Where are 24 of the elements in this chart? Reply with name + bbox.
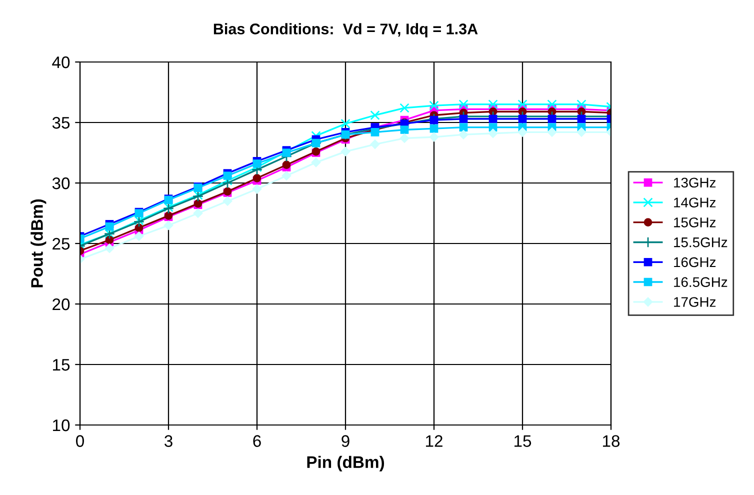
y-tick-label: 10: [53, 419, 70, 432]
legend-label: 16GHz: [674, 257, 716, 268]
y-tick-label: 25: [52, 238, 70, 250]
x-tick-label: 0: [76, 435, 84, 447]
x-tick-label: 9: [342, 435, 350, 447]
x-tick-label: 3: [164, 435, 172, 447]
x-tick-label: 12: [426, 435, 442, 447]
x-axis-title: Pin (dBm): [307, 456, 384, 472]
x-tick-label: 6: [253, 435, 261, 447]
legend-label: 13GHz: [674, 178, 716, 188]
legend-label: 14GHz: [674, 198, 716, 208]
legend-label: 16.5GHz: [674, 277, 728, 288]
y-tick-label: 30: [52, 177, 70, 190]
y-tick-label: 20: [52, 298, 70, 310]
y-tick-label: 15: [53, 359, 70, 371]
y-tick-label: 35: [52, 116, 70, 129]
chart-title: Bias Conditions: Vd = 7V, Idq = 1.3A: [214, 23, 478, 38]
y-tick-label: 40: [52, 56, 70, 68]
x-tick-label: 15: [514, 435, 532, 447]
legend-label: 15.5GHz: [674, 237, 728, 248]
x-tick-label: 18: [603, 435, 620, 447]
legend-label: 15GHz: [674, 218, 716, 228]
y-axis-title: Pout (dBm): [30, 199, 46, 288]
legend-label: 17GHz: [674, 297, 716, 307]
